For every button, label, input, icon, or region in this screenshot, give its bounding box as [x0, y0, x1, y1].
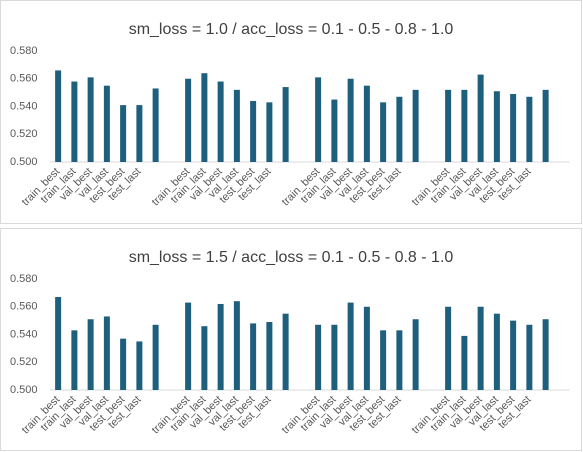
- bar: [493, 91, 500, 162]
- bar: [152, 88, 159, 162]
- bar: [347, 78, 354, 162]
- bar: [55, 70, 62, 162]
- bar: [120, 338, 127, 390]
- bar: [412, 89, 419, 162]
- y-tick-label: 0.500: [10, 384, 38, 396]
- chart-frame: [0, 0, 582, 224]
- bar: [233, 89, 240, 162]
- bar: [396, 96, 403, 162]
- bar: [250, 100, 257, 162]
- bar: [477, 306, 484, 390]
- bar: [201, 326, 208, 390]
- bar: [477, 74, 484, 162]
- bar: [380, 330, 387, 390]
- bar: [185, 302, 192, 390]
- bar: [217, 303, 224, 390]
- chart: sm_loss = 1.0 / acc_loss = 0.1 - 0.5 - 0…: [0, 0, 582, 224]
- chart-title: sm_loss = 1.0 / acc_loss = 0.1 - 0.5 - 0…: [129, 21, 454, 38]
- bar: [217, 81, 224, 162]
- bar: [493, 313, 500, 390]
- bar: [136, 341, 143, 390]
- y-tick-label: 0.520: [10, 356, 38, 368]
- bar: [363, 306, 370, 390]
- bar: [233, 301, 240, 390]
- bar: [201, 73, 208, 162]
- bar: [282, 313, 289, 390]
- bar: [331, 99, 338, 162]
- bar: [542, 89, 549, 162]
- y-tick-label: 0.500: [10, 156, 38, 168]
- bar: [71, 81, 78, 162]
- bar: [461, 335, 468, 390]
- bar: [331, 324, 338, 390]
- bar: [136, 105, 143, 162]
- bar: [526, 324, 533, 390]
- bar: [103, 85, 110, 162]
- bar: [445, 89, 452, 162]
- bar: [87, 319, 94, 390]
- bar: [526, 96, 533, 162]
- bar: [103, 316, 110, 390]
- bar: [412, 319, 419, 390]
- bar: [266, 102, 273, 162]
- bar: [120, 105, 127, 162]
- chart-frame: [0, 228, 582, 451]
- y-tick-label: 0.580: [10, 273, 38, 285]
- bar: [542, 319, 549, 390]
- bar: [347, 302, 354, 390]
- bar: [266, 322, 273, 390]
- bar: [380, 102, 387, 162]
- bar: [510, 94, 517, 162]
- chart: sm_loss = 1.5 / acc_loss = 0.1 - 0.5 - 0…: [0, 228, 582, 451]
- bar: [363, 85, 370, 162]
- y-tick-label: 0.580: [10, 45, 38, 57]
- bar: [315, 77, 322, 162]
- bar: [282, 87, 289, 162]
- bar: [55, 297, 62, 390]
- y-tick-label: 0.560: [10, 73, 38, 85]
- bar: [152, 324, 159, 390]
- bar: [396, 330, 403, 390]
- chart-title: sm_loss = 1.5 / acc_loss = 0.1 - 0.5 - 0…: [129, 249, 454, 266]
- y-tick-label: 0.560: [10, 301, 38, 313]
- bar: [315, 324, 322, 390]
- y-tick-label: 0.540: [10, 328, 38, 340]
- bar: [185, 78, 192, 162]
- bar: [250, 323, 257, 390]
- y-tick-label: 0.520: [10, 128, 38, 140]
- bar: [461, 89, 468, 162]
- bar: [445, 306, 452, 390]
- y-tick-label: 0.540: [10, 100, 38, 112]
- bar: [71, 330, 78, 390]
- bar: [510, 320, 517, 390]
- bar: [87, 77, 94, 162]
